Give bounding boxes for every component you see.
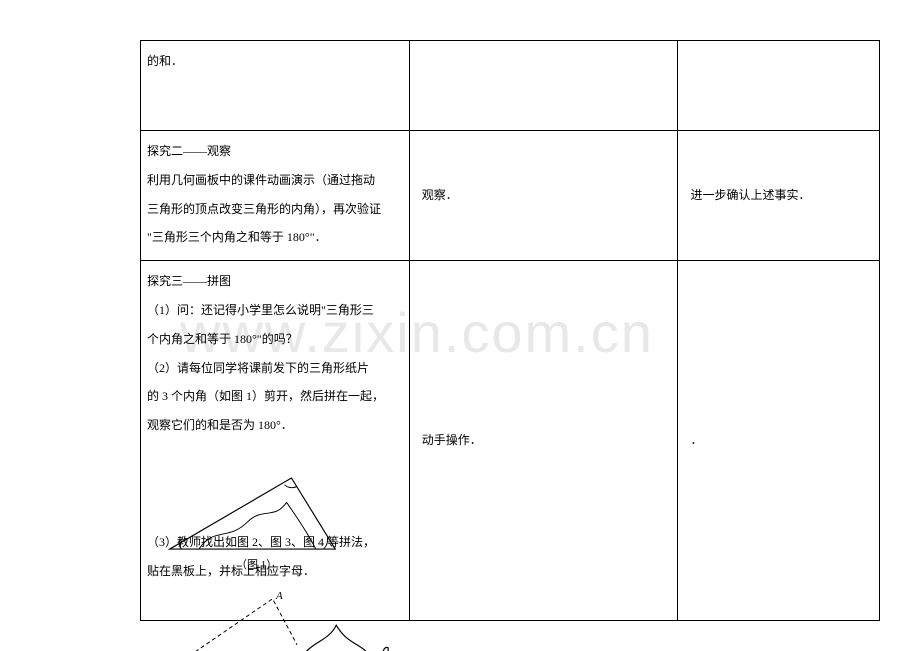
text-line: 观察它们的和是否为 180°．	[147, 411, 403, 440]
cell-r2-c2: 观察．	[409, 131, 678, 261]
cell-r2-c1: 探究二——观察 利用几何画板中的课件动画演示（通过拖动 三角形的顶点改变三角形的…	[141, 131, 410, 261]
text-line: 探究二——观察	[147, 137, 403, 166]
cell-r1-c3	[678, 41, 880, 131]
text-line: 探究三——拼图	[147, 267, 403, 296]
text-line: 的和．	[147, 47, 403, 76]
text-line: 的 3 个内角（如图 1）剪开，然后拼在一起，	[147, 382, 403, 411]
figure-2-diagram	[155, 590, 395, 651]
right-curve	[297, 625, 388, 651]
table-row: 的和．	[141, 41, 880, 131]
dashed-triangle	[173, 599, 297, 651]
angle-arc-left	[179, 539, 181, 549]
angle-arc-top	[285, 485, 297, 488]
text-line: （2）请每位同学将课前发下的三角形纸片	[147, 354, 403, 383]
cell-r1-c2	[409, 41, 678, 131]
cell-r1-c1: 的和．	[141, 41, 410, 131]
table-row: 探究二——观察 利用几何画板中的课件动画演示（通过拖动 三角形的顶点改变三角形的…	[141, 131, 880, 261]
cell-r3-c2: 动手操作．	[409, 261, 678, 621]
text-line: 利用几何画板中的课件动画演示（通过拖动	[147, 166, 403, 195]
figure-1-triangle	[160, 472, 345, 557]
triangle-inner-curve	[199, 502, 316, 549]
page-container: www.zixin.com.cn 的和． 探究二——观察 利用几何画板中的课件动…	[0, 0, 920, 651]
text-line: "三角形三个内角之和等于 180°"．	[147, 223, 403, 252]
text-line: 个内角之和等于 180°"的吗？	[147, 325, 403, 354]
text-line: （1）问：还记得小学里怎么说明"三角形三	[147, 296, 403, 325]
text-line: 三角形的顶点改变三角形的内角），再次验证	[147, 195, 403, 224]
cell-r2-c3: 进一步确认上述事实．	[678, 131, 880, 261]
cell-r3-c3: ．	[678, 261, 880, 621]
angle-arc-right	[324, 537, 328, 549]
figure-1-caption: （图 1）	[236, 556, 277, 572]
